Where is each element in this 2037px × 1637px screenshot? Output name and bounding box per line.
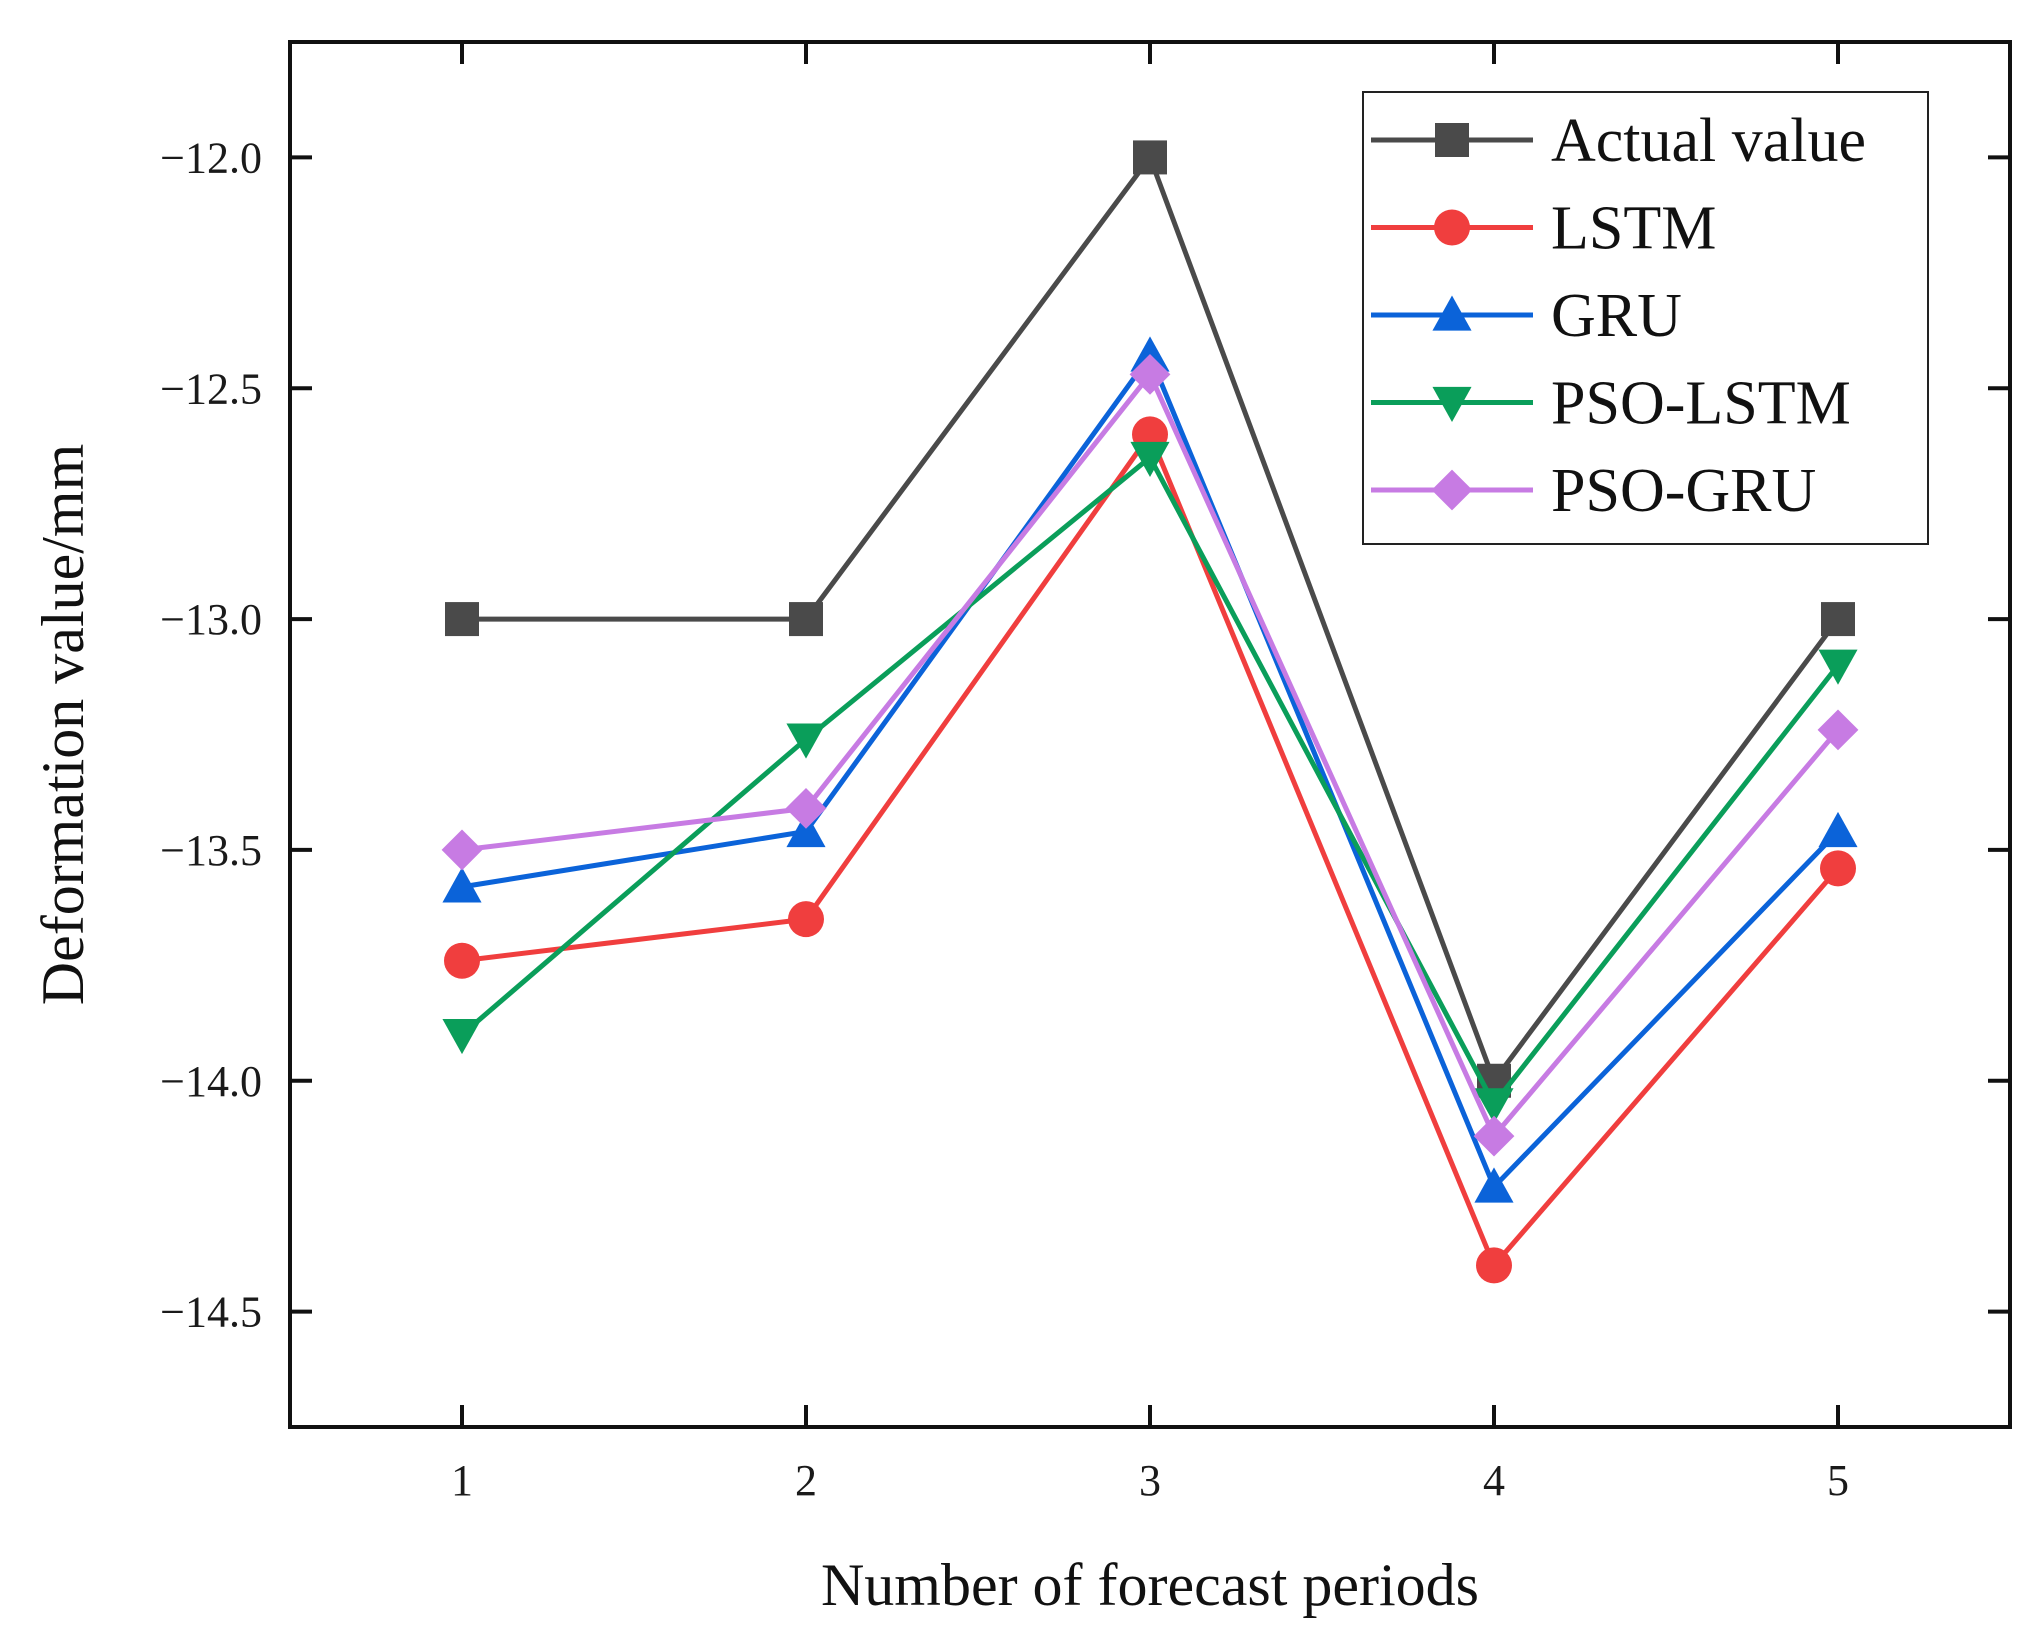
y-tick-label: −12.5 (160, 364, 262, 413)
legend-marker (1435, 123, 1469, 157)
data-point (1474, 1167, 1514, 1203)
legend-item: PSO-GRU (1371, 457, 1816, 525)
y-axis-title: Deformation value/mm (30, 444, 96, 1006)
data-point (1133, 140, 1167, 175)
axes-layer: −12.0 −12.5 −13.0 −13.5 −14.0 −14.5 1 2 3 4 5 (160, 40, 2012, 1505)
legend-label: LSTM (1551, 195, 1716, 263)
legend-label: Actual value (1551, 107, 1866, 175)
series-pso-gru (441, 354, 1859, 1157)
y-tick-label: −12.0 (160, 133, 262, 182)
data-point (442, 867, 482, 903)
legend-item: GRU (1371, 282, 1682, 350)
x-tick-label: 1 (451, 1456, 473, 1505)
legend-marker (1431, 469, 1473, 511)
data-point (1474, 1088, 1514, 1124)
data-point (1820, 850, 1856, 887)
legend-marker (1432, 386, 1472, 423)
data-point (786, 811, 826, 848)
x-axis-title: Number of forecast periods (821, 1552, 1479, 1618)
series-layer (441, 140, 1859, 1284)
data-point (788, 901, 824, 938)
data-point (1817, 709, 1859, 751)
legend-label: GRU (1551, 282, 1682, 350)
data-point (1818, 811, 1858, 848)
legend-marker (1432, 295, 1472, 331)
series-pso-lstm (442, 441, 1858, 1124)
legend: Actual value LSTM GRU PSO-LSTM PSO-GRU (1362, 91, 1929, 545)
data-point (1129, 354, 1171, 395)
x-tick-label: 3 (1139, 1456, 1161, 1505)
data-point (441, 829, 483, 871)
data-point (789, 602, 823, 637)
data-point (1473, 1115, 1515, 1157)
data-point (1821, 602, 1855, 637)
data-point (444, 942, 480, 979)
y-tick-label: −14.0 (160, 1057, 262, 1106)
data-point (1818, 649, 1858, 685)
data-point (1130, 336, 1170, 372)
data-point (785, 787, 827, 829)
y-tick-label: −13.5 (160, 826, 262, 875)
x-tick-label: 2 (795, 1456, 817, 1505)
legend-item: Actual value (1371, 107, 1866, 175)
data-point (442, 1018, 482, 1055)
y-tick-label: −14.5 (160, 1288, 262, 1337)
legend-label: PSO-LSTM (1551, 370, 1851, 438)
legend-item: LSTM (1371, 195, 1716, 263)
data-point (786, 723, 826, 759)
y-tick-label: −13.0 (160, 595, 262, 644)
legend-marker (1434, 209, 1470, 246)
legend-item: PSO-LSTM (1371, 370, 1851, 438)
data-point (1130, 441, 1170, 478)
data-point (445, 602, 479, 637)
x-tick-label: 5 (1827, 1456, 1849, 1505)
legend-label: PSO-GRU (1551, 457, 1816, 525)
x-tick-label: 4 (1483, 1456, 1505, 1505)
data-point (1476, 1247, 1512, 1284)
